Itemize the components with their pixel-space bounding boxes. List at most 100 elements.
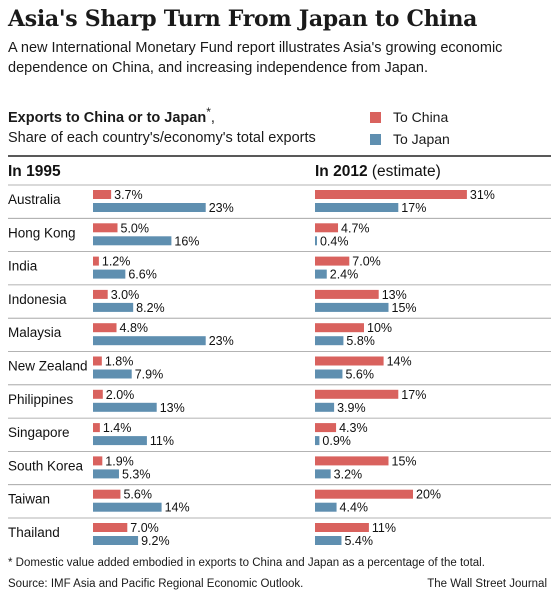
data-label: 4.3% <box>339 421 368 435</box>
bar-japan <box>315 269 327 279</box>
bar-japan <box>315 436 320 446</box>
bar-china <box>315 323 364 333</box>
bar-japan <box>93 369 132 379</box>
chart-heading: Exports to China or to Japan <box>8 109 207 126</box>
bar-china <box>315 389 399 399</box>
data-label: 15% <box>392 454 417 468</box>
data-label: 4.7% <box>341 221 370 235</box>
bar-japan <box>93 469 119 479</box>
data-label: 3.2% <box>334 467 363 481</box>
data-label: 5.6% <box>345 368 374 382</box>
panel-note-1: (estimate) <box>368 163 441 180</box>
data-label: 5.4% <box>344 534 373 548</box>
data-label: 4.8% <box>120 321 148 335</box>
legend-item-japan: To Japan <box>370 128 450 150</box>
bar-china <box>93 190 112 199</box>
bar-japan <box>93 302 134 312</box>
panel-year-0: In 1995 <box>8 163 61 180</box>
data-label: 3.0% <box>111 288 140 302</box>
data-label: 3.7% <box>114 188 143 202</box>
bar-china <box>93 489 121 499</box>
bar-japan <box>93 269 126 279</box>
category-label: Hong Kong <box>8 225 76 240</box>
credit: The Wall Street Journal <box>427 578 547 590</box>
chart-heading-block: Exports to China or to Japan*, Share of … <box>8 105 316 146</box>
panel-header-1: In 2012 (estimate) <box>315 163 441 180</box>
bar-japan <box>93 402 157 412</box>
bar-japan <box>315 336 344 346</box>
data-label: 17% <box>401 388 426 402</box>
bar-japan <box>93 502 162 512</box>
bar-china <box>93 423 100 433</box>
data-label: 4.4% <box>340 501 369 515</box>
data-label: 11% <box>372 521 396 535</box>
bar-china <box>93 323 117 333</box>
bar-china <box>93 256 99 266</box>
bar-chart: In 1995 In 2012 (estimate) Australia 3.7% 23… <box>8 155 551 548</box>
category-label: Australia <box>8 192 61 207</box>
panel-header-0: In 1995 <box>8 163 61 180</box>
category-label: Philippines <box>8 392 74 407</box>
data-label: 5.0% <box>121 221 150 235</box>
data-label: 7.9% <box>135 368 164 382</box>
bar-china <box>315 523 369 532</box>
bar-china <box>315 489 413 499</box>
footnote: * Domestic value added embodied in expor… <box>8 557 485 569</box>
data-label: 0.9% <box>322 434 351 448</box>
data-label: 16% <box>174 234 199 248</box>
legend-label-china: To China <box>393 109 449 125</box>
data-label: 14% <box>165 501 190 515</box>
bar-japan <box>315 203 399 212</box>
data-label: 5.6% <box>123 488 152 502</box>
category-label: India <box>8 259 38 274</box>
legend-swatch-japan <box>370 133 381 145</box>
data-label: 9.2% <box>141 534 170 548</box>
data-label: 2.4% <box>330 268 359 282</box>
data-label: 5.8% <box>346 334 375 348</box>
bar-china <box>315 190 467 199</box>
source: Source: IMF Asia and Pacific Regional Ec… <box>8 578 304 590</box>
data-label: 23% <box>209 334 234 348</box>
bar-china <box>315 256 350 266</box>
chart-subheading: Share of each country's/economy's total … <box>8 129 316 146</box>
data-label: 1.4% <box>103 421 132 435</box>
data-label: 13% <box>160 401 185 415</box>
bar-japan <box>315 469 331 479</box>
legend: To China To Japan <box>370 106 450 150</box>
bar-china <box>315 289 379 299</box>
category-label: Taiwan <box>8 492 50 507</box>
panel-year-1: In 2012 <box>315 163 368 180</box>
bar-china <box>315 456 389 466</box>
bar-japan <box>315 536 342 545</box>
data-label: 6.6% <box>128 268 157 282</box>
bar-china <box>93 356 102 366</box>
category-label: New Zealand <box>8 359 88 374</box>
category-label: Malaysia <box>8 325 62 340</box>
data-label: 20% <box>416 488 441 502</box>
bar-japan <box>315 502 337 512</box>
bar-japan <box>315 236 317 246</box>
bar-japan <box>93 536 139 545</box>
data-label: 5.3% <box>122 467 151 481</box>
bar-china <box>93 456 103 466</box>
bar-japan <box>93 436 147 446</box>
category-label: South Korea <box>8 458 84 473</box>
data-label: 17% <box>401 201 426 215</box>
data-label: 2.0% <box>106 388 135 402</box>
legend-swatch-china <box>370 111 381 123</box>
data-label: 23% <box>209 201 234 215</box>
bar-japan <box>315 402 335 412</box>
data-label: 7.0% <box>130 521 159 535</box>
data-label: 11% <box>150 434 174 448</box>
data-label: 3.9% <box>337 401 366 415</box>
bar-japan <box>315 369 343 379</box>
chart-subtitle: A new International Monetary Fund report… <box>8 40 503 76</box>
data-label: 8.2% <box>136 301 165 315</box>
data-label: 1.8% <box>105 355 134 369</box>
data-label: 7.0% <box>352 255 381 269</box>
bar-china <box>93 223 118 233</box>
category-label: Indonesia <box>8 292 67 307</box>
bar-japan <box>93 203 206 212</box>
bar-china <box>315 423 337 433</box>
data-label: 1.2% <box>102 255 131 269</box>
